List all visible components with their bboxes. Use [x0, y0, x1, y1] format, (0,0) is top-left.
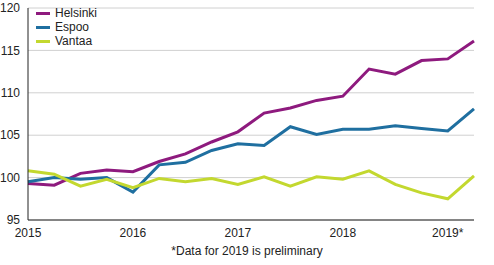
svg-text:95: 95	[8, 213, 20, 227]
svg-text:2015: 2015	[15, 226, 42, 240]
svg-text:2016: 2016	[120, 226, 147, 240]
svg-text:2018: 2018	[329, 226, 356, 240]
html-text:Espoo: Espoo	[55, 20, 89, 34]
svg-text:110: 110	[8, 86, 20, 100]
svg-text:115: 115	[8, 44, 20, 58]
svg-text:100: 100	[8, 171, 20, 185]
svg-text:2017: 2017	[225, 226, 252, 240]
html-text:Helsinki: Helsinki	[55, 6, 97, 20]
svg-text:120: 120	[8, 1, 20, 15]
svg-text:2019*: 2019*	[432, 226, 464, 240]
svg-text:105: 105	[8, 128, 20, 142]
html-text:*Data for 2019 is preliminary: *Data for 2019 is preliminary	[171, 244, 323, 258]
html-text:Vantaa: Vantaa	[55, 34, 93, 48]
